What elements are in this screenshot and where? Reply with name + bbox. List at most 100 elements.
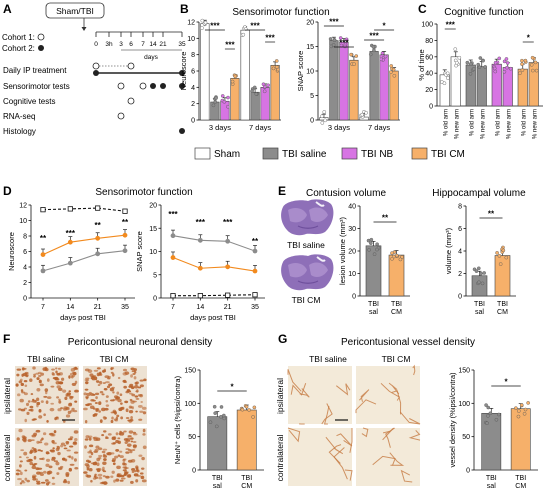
- neun-cell: [31, 446, 35, 450]
- filled-circle-icon: [179, 70, 185, 76]
- chart-c-data-point: [502, 59, 507, 64]
- chart-d1-series-line: [42, 207, 126, 212]
- vessel-segment: [336, 433, 353, 447]
- chart-b2-data-point: [352, 62, 356, 66]
- neun-cell: [38, 415, 43, 419]
- neun-cell: [51, 482, 56, 485]
- chart-b1-sig-label: ***: [250, 22, 260, 31]
- panel-c-title: Cognitive function: [444, 7, 524, 18]
- neun-cell: [117, 398, 122, 403]
- neun-cell: [90, 479, 93, 483]
- legend-label: TBI CM: [431, 149, 465, 160]
- neun-cell: [125, 451, 130, 454]
- chart-c-data-point: [531, 68, 535, 73]
- neun-cell: [113, 479, 116, 483]
- neun-cell: [66, 449, 71, 452]
- cohort2-label: Cohort 2:: [2, 44, 35, 53]
- neun-cell: [51, 456, 56, 460]
- chart-b2-data-point: [360, 112, 365, 117]
- neun-cell: [120, 406, 124, 410]
- chart-b2-data-point: [372, 48, 376, 53]
- chart-d1-y-tick-label: 10: [19, 218, 27, 225]
- vessel-segment: [355, 399, 377, 414]
- neun-cell: [95, 408, 99, 413]
- chart-g-data-point: [488, 411, 493, 416]
- neun-cell: [112, 436, 116, 439]
- neun-cell: [64, 396, 68, 401]
- neun-cell: [126, 471, 129, 474]
- neun-cell: [23, 407, 28, 410]
- neun-cell: [37, 449, 42, 452]
- neun-cell: [71, 375, 76, 378]
- chart-c-x-tick-label: % old arm: [469, 109, 475, 136]
- chart-b1-data-point: [230, 79, 235, 84]
- chart-e1-data-point: [375, 247, 379, 252]
- vessel-segment: [344, 469, 353, 481]
- neun-cell: [111, 386, 115, 389]
- neun-cell: [133, 445, 137, 449]
- vessel-segment: [391, 390, 402, 415]
- chart-b2-data-point: [320, 121, 325, 125]
- chart-e1-y-tick-label: 20: [348, 249, 356, 256]
- neun-cell: [113, 395, 119, 399]
- timeline-tick-label: 21: [159, 41, 167, 48]
- neun-cell: [18, 456, 22, 459]
- legend-label: TBI NB: [361, 149, 394, 160]
- neun-cell: [105, 399, 109, 403]
- neun-cell: [119, 450, 123, 453]
- neun-cell: [56, 385, 62, 389]
- chart-e2-sig-label: **: [488, 210, 495, 219]
- neun-cell: [101, 450, 106, 454]
- chart-e1-data-point: [390, 251, 394, 255]
- neun-cell: [50, 385, 55, 388]
- chart-e2-y-tick-label: 8: [458, 204, 462, 211]
- chart-e2-x-tick-label: TBI: [474, 301, 485, 308]
- chart-g-y-tick-label: 100: [458, 401, 470, 408]
- chart-g-y-tick-label: 50: [462, 434, 470, 441]
- neun-cell: [47, 481, 51, 484]
- neun-cell: [36, 403, 39, 408]
- neun-cell: [84, 419, 88, 424]
- neun-cell: [25, 456, 29, 459]
- chart-e1-y-tick-label: 30: [348, 226, 356, 233]
- open-circle-icon: [117, 82, 125, 90]
- chart-d2-data-point: [252, 268, 258, 274]
- neun-cell: [20, 389, 24, 393]
- neun-cell: [132, 433, 138, 436]
- neun-cell: [135, 479, 139, 483]
- neun-cell: [70, 409, 73, 413]
- chart-b2-bar: [369, 51, 379, 121]
- panel-f-col-saline: TBI saline: [27, 354, 65, 364]
- micrograph-tile: [356, 366, 420, 424]
- neun-cell: [139, 384, 144, 388]
- chart-c-data-point: [505, 61, 510, 65]
- neun-cell: [85, 396, 89, 400]
- neun-cell: [107, 451, 112, 456]
- chart-d2-series-line: [173, 294, 256, 297]
- chart-f-y-label: NeuN⁺ cells (%ipsi/contra): [173, 375, 182, 464]
- neun-cell: [21, 480, 25, 483]
- neun-cell: [129, 383, 134, 388]
- neun-cell: [57, 466, 63, 471]
- neun-cell: [84, 445, 87, 449]
- neun-cell: [24, 477, 28, 481]
- neun-cell: [102, 461, 107, 466]
- neun-cell: [103, 388, 108, 391]
- neun-cell: [36, 397, 40, 402]
- panel-letter-a: A: [3, 2, 12, 16]
- chart-e2-x-tick-label: sal: [475, 309, 484, 316]
- chart-c-y-tick-label: 40: [425, 71, 433, 78]
- neun-cell: [120, 402, 123, 405]
- neun-cell: [102, 475, 106, 478]
- legend-swatch: [262, 147, 279, 160]
- chart-d2-series-line: [172, 235, 256, 252]
- timeline-tick-label: 6: [129, 41, 133, 48]
- neun-cell: [23, 379, 28, 383]
- chart-d2-data-point: [197, 265, 203, 271]
- neun-cell: [51, 368, 55, 371]
- chart-d2-y-tick-label: 15: [149, 226, 157, 233]
- chart-c-data-point: [533, 60, 538, 65]
- neun-cell: [89, 393, 94, 396]
- chart-g-x-tick-label: TBI: [515, 475, 526, 482]
